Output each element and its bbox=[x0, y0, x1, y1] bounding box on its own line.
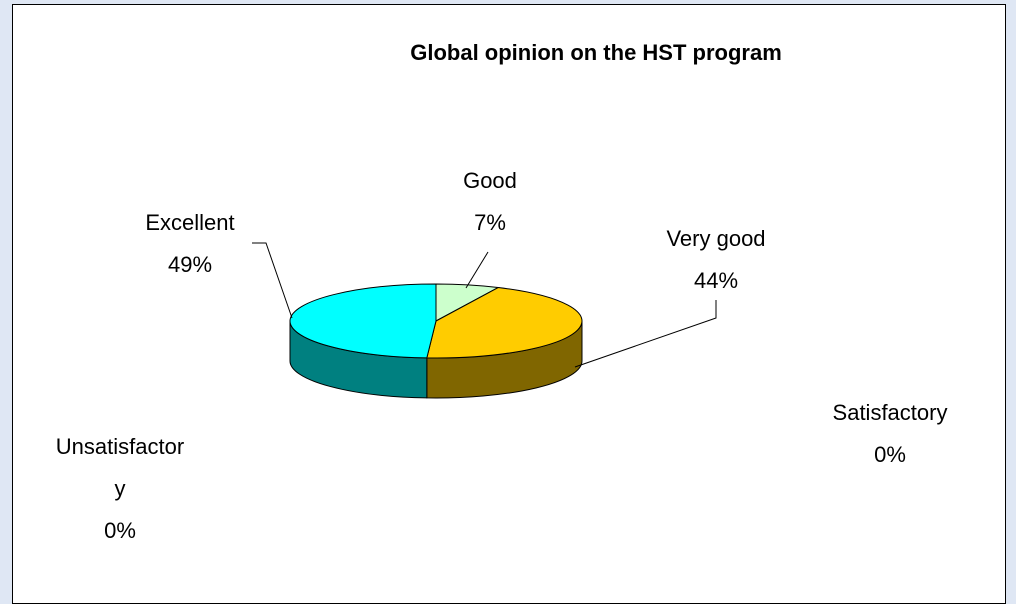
slice-value: 7% bbox=[474, 210, 506, 235]
slice-value: 49% bbox=[167, 252, 213, 277]
leader-line bbox=[465, 251, 489, 289]
slice-label: Very good 44% bbox=[666, 218, 765, 302]
slice-name: Satisfactory bbox=[832, 400, 948, 425]
slice-name: Unsatisfactory bbox=[55, 434, 185, 501]
slice-value: 0% bbox=[104, 518, 136, 543]
slice-label: Unsatisfactory 0% bbox=[53, 426, 187, 552]
slice-label: Excellent 49% bbox=[145, 202, 234, 286]
leader-line bbox=[574, 300, 717, 368]
chart-title: Global opinion on the HST program bbox=[410, 40, 782, 65]
slice-name: Very good bbox=[666, 226, 766, 251]
pie-slice bbox=[426, 287, 583, 359]
slice-label: Satisfactory 0% bbox=[833, 392, 948, 476]
slice-name: Excellent bbox=[145, 210, 235, 235]
slice-label: Good 7% bbox=[463, 160, 517, 244]
slice-name: Good bbox=[463, 168, 517, 193]
slice-value: 0% bbox=[874, 442, 906, 467]
pie-slice bbox=[289, 283, 437, 359]
slice-value: 44% bbox=[693, 268, 739, 293]
leader-line bbox=[252, 242, 293, 319]
